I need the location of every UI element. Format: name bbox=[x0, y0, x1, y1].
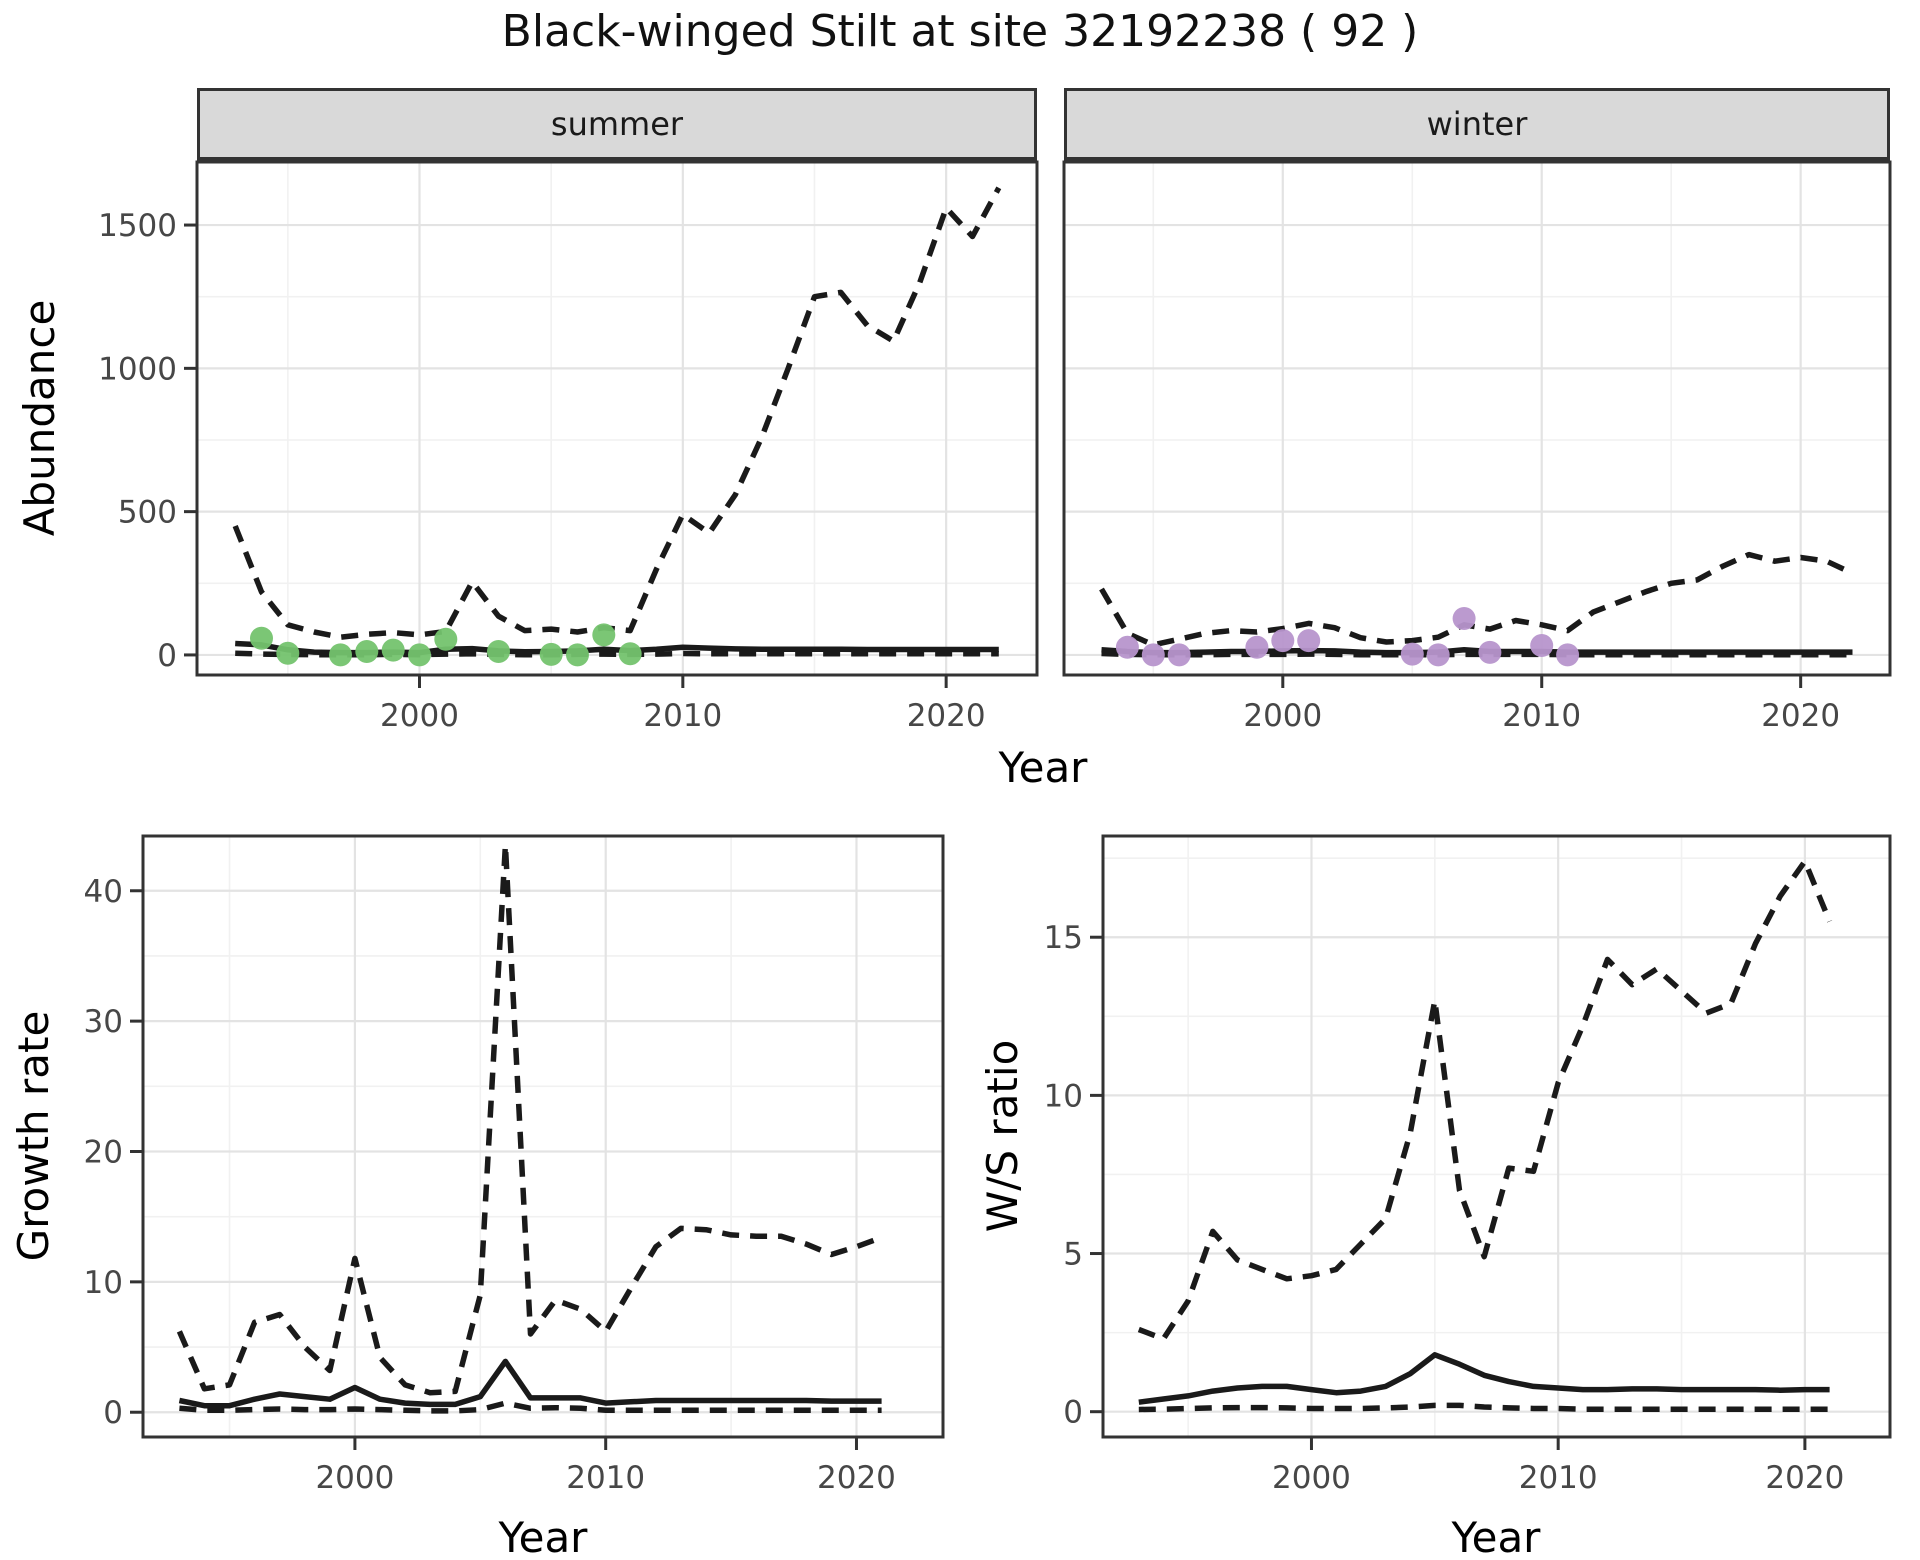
abundance-summer-observed-point bbox=[487, 640, 510, 663]
ws-ratio-panel-border bbox=[1101, 834, 1892, 1439]
x-axis-title-year-growth: Year bbox=[498, 1513, 588, 1560]
x-axis-title-year-ws: Year bbox=[1451, 1513, 1541, 1560]
ws-ratio-series-group bbox=[1137, 858, 1833, 1413]
abundance-summer-panel-background bbox=[197, 162, 1037, 675]
abundance-winter-observed-point bbox=[1141, 643, 1165, 667]
facet-strip-winter: winter bbox=[1064, 88, 1890, 162]
ws-ratio-y-tick-label: 15 bbox=[1044, 920, 1083, 956]
abundance-summer-series-group bbox=[232, 186, 1002, 667]
abundance-winter-x-tick-label: 2010 bbox=[1502, 698, 1581, 734]
ws-ratio-y-tick-label: 0 bbox=[1063, 1395, 1083, 1431]
abundance-summer-observed-point bbox=[276, 641, 300, 665]
abundance-winter-observed-points bbox=[1115, 607, 1580, 667]
abundance-winter-observed-point bbox=[1271, 629, 1295, 653]
growth-rate-x-tick-label: 2000 bbox=[315, 1460, 394, 1496]
growth-rate-y-tick-label: 10 bbox=[84, 1265, 123, 1301]
abundance-summer-y-tick-label: 0 bbox=[157, 638, 177, 674]
abundance-winter-median-line bbox=[1101, 647, 1853, 656]
ws-ratio-y-tick-label: 10 bbox=[1044, 1078, 1083, 1114]
growth-rate-y-tick-label: 40 bbox=[84, 874, 123, 910]
abundance-winter-series-group bbox=[1099, 551, 1854, 667]
page-title: Black-winged Stilt at site 32192238 ( 92… bbox=[501, 6, 1419, 57]
ws-ratio-y-tick-label: 5 bbox=[1063, 1237, 1083, 1273]
abundance-winter-x-tick-label: 2000 bbox=[1243, 698, 1322, 734]
growth-rate-y-tick-label: 30 bbox=[84, 1004, 123, 1040]
panel-growth-rate: 2000 2010 2020 0 10 20 30 40 bbox=[84, 834, 945, 1496]
ws-ratio-x-tick-label: 2000 bbox=[1272, 1460, 1351, 1496]
abundance-summer-observed-point bbox=[329, 643, 352, 667]
ws-ratio-panel-background bbox=[1103, 836, 1890, 1437]
abundance-summer-y-tick-label: 1500 bbox=[98, 208, 177, 244]
growth-rate-y-tick-label: 0 bbox=[103, 1395, 123, 1431]
abundance-summer-x-tick-label: 2000 bbox=[380, 698, 459, 734]
growth-rate-panel-background bbox=[143, 836, 943, 1437]
ws-ratio-x-tick-label: 2020 bbox=[1765, 1460, 1844, 1496]
abundance-winter-observed-point bbox=[1478, 640, 1502, 664]
abundance-winter-observed-point bbox=[1245, 635, 1269, 659]
abundance-winter-observed-point bbox=[1115, 635, 1139, 659]
growth-rate-series-group bbox=[176, 842, 883, 1414]
facet-strip-summer: summer bbox=[197, 88, 1037, 162]
ws-ratio-median-line bbox=[1138, 1352, 1830, 1405]
abundance-summer-observed-point bbox=[250, 626, 273, 650]
facet-strip-summer-label: summer bbox=[550, 105, 684, 143]
abundance-summer-observed-point bbox=[381, 638, 405, 662]
abundance-winter-observed-point bbox=[1297, 629, 1321, 653]
abundance-winter-observed-point bbox=[1167, 643, 1191, 667]
facet-strip-winter-label: winter bbox=[1426, 105, 1528, 143]
growth-rate-y-tick-label: 20 bbox=[84, 1134, 123, 1170]
abundance-summer-observed-point bbox=[355, 640, 379, 663]
growth-rate-lower-ci-line bbox=[179, 1400, 882, 1414]
abundance-winter-observed-point bbox=[1400, 642, 1424, 666]
abundance-winter-upper-ci-line bbox=[1099, 551, 1854, 648]
x-axis-title-year-top: Year bbox=[998, 743, 1088, 792]
panel-abundance-winter: 2000 2010 2020 bbox=[1062, 160, 1892, 734]
abundance-summer-y-tick-label: 500 bbox=[118, 495, 177, 531]
abundance-summer-observed-point bbox=[539, 642, 563, 666]
abundance-winter-panel-border bbox=[1062, 160, 1892, 677]
abundance-summer-observed-point bbox=[408, 643, 431, 667]
growth-rate-panel-border bbox=[141, 834, 945, 1439]
abundance-winter-panel-background bbox=[1064, 162, 1890, 675]
abundance-winter-observed-point bbox=[1556, 643, 1580, 667]
abundance-summer-x-tick-label: 2010 bbox=[643, 698, 722, 734]
growth-rate-upper-ci-line bbox=[176, 842, 883, 1396]
panel-abundance-summer: 2000 2010 2020 0 500 1000 1500 bbox=[98, 160, 1039, 734]
abundance-winter-observed-point bbox=[1426, 643, 1450, 667]
abundance-summer-y-tick-label: 1000 bbox=[98, 351, 177, 387]
ws-ratio-lower-ci-line bbox=[1138, 1402, 1830, 1413]
abundance-summer-x-tick-label: 2020 bbox=[907, 698, 986, 734]
abundance-summer-observed-points bbox=[250, 623, 642, 667]
ws-ratio-x-tick-label: 2010 bbox=[1519, 1460, 1598, 1496]
panel-ws-ratio: 2000 2010 2020 0 5 10 15 bbox=[1044, 834, 1892, 1496]
abundance-winter-x-tick-label: 2020 bbox=[1761, 698, 1840, 734]
growth-rate-median-line bbox=[178, 1358, 882, 1409]
abundance-summer-observed-point bbox=[434, 627, 458, 651]
abundance-winter-observed-point bbox=[1530, 634, 1554, 657]
abundance-winter-observed-point bbox=[1452, 607, 1476, 630]
abundance-summer-panel-border bbox=[195, 160, 1039, 677]
abundance-summer-observed-point bbox=[592, 623, 616, 647]
abundance-summer-observed-point bbox=[618, 642, 642, 666]
growth-rate-x-tick-label: 2010 bbox=[566, 1460, 645, 1496]
growth-rate-x-tick-label: 2020 bbox=[817, 1460, 896, 1496]
ws-ratio-upper-ci-line bbox=[1137, 858, 1833, 1342]
abundance-summer-observed-point bbox=[566, 643, 589, 667]
